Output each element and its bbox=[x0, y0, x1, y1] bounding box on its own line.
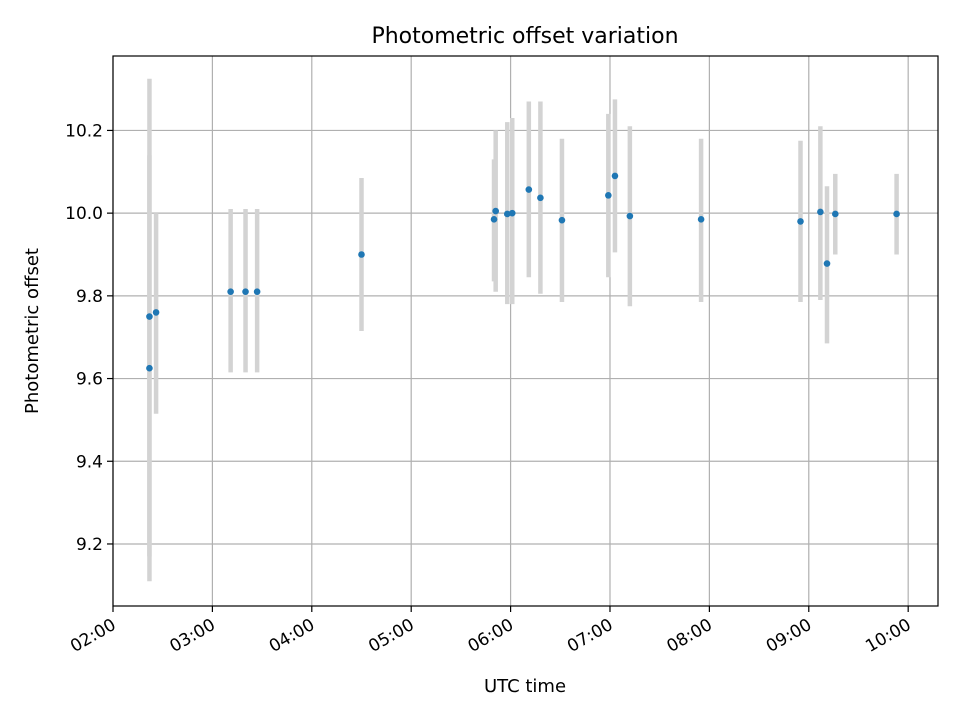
grid bbox=[112, 56, 938, 606]
x-tick-label: 03:00 bbox=[166, 615, 218, 657]
data-point bbox=[152, 309, 160, 316]
y-tick-label: 10.2 bbox=[65, 121, 103, 141]
y-axis-ticks: 9.2 9.4 9.6 9.8 10.0 10.2 bbox=[65, 121, 113, 555]
x-tick-label: 05:00 bbox=[365, 615, 417, 657]
y-axis-label: Photometric offset bbox=[22, 248, 43, 414]
x-tick-label: 09:00 bbox=[763, 615, 815, 657]
data-point bbox=[492, 207, 499, 215]
data-point bbox=[537, 194, 544, 202]
data-point bbox=[503, 210, 511, 218]
data-point bbox=[797, 218, 804, 225]
y-tick-label: 9.6 bbox=[76, 370, 103, 390]
x-tick-label: 06:00 bbox=[465, 615, 517, 657]
data-point bbox=[146, 313, 153, 320]
data-point bbox=[358, 251, 365, 258]
data-point bbox=[525, 186, 533, 193]
data-point bbox=[253, 288, 261, 296]
data-point bbox=[697, 216, 705, 223]
x-tick-label: 07:00 bbox=[564, 615, 616, 657]
data-point bbox=[227, 288, 234, 296]
y-tick-label: 9.8 bbox=[76, 287, 103, 307]
data-point bbox=[508, 209, 516, 217]
y-tick-label: 9.2 bbox=[76, 535, 103, 555]
data-point bbox=[893, 210, 900, 218]
x-tick-label: 04:00 bbox=[266, 615, 318, 657]
x-axis-label: UTC time bbox=[484, 676, 566, 697]
data-point bbox=[626, 212, 634, 220]
y-tick-label: 9.4 bbox=[76, 452, 103, 472]
data-point bbox=[490, 216, 498, 223]
data-point bbox=[817, 208, 824, 216]
plot-area-frame bbox=[112, 55, 939, 607]
data-point bbox=[605, 192, 612, 199]
data-point bbox=[558, 216, 566, 224]
x-tick-label: 10:00 bbox=[862, 615, 914, 657]
data-point bbox=[242, 288, 249, 296]
data-point bbox=[146, 364, 153, 372]
data-points bbox=[146, 172, 900, 372]
y-tick-label: 10.0 bbox=[65, 204, 103, 224]
x-tick-label: 02:00 bbox=[67, 615, 119, 657]
data-point bbox=[831, 210, 839, 218]
x-tick-label: 08:00 bbox=[663, 615, 715, 657]
data-point bbox=[611, 172, 619, 180]
data-point bbox=[823, 260, 831, 267]
x-axis-ticks: 02:00 03:00 04:00 05:00 06:00 07:00 08:00 09:00… bbox=[67, 606, 915, 657]
error-bars bbox=[147, 78, 899, 582]
chart-title: Photometric offset variation bbox=[371, 24, 678, 49]
